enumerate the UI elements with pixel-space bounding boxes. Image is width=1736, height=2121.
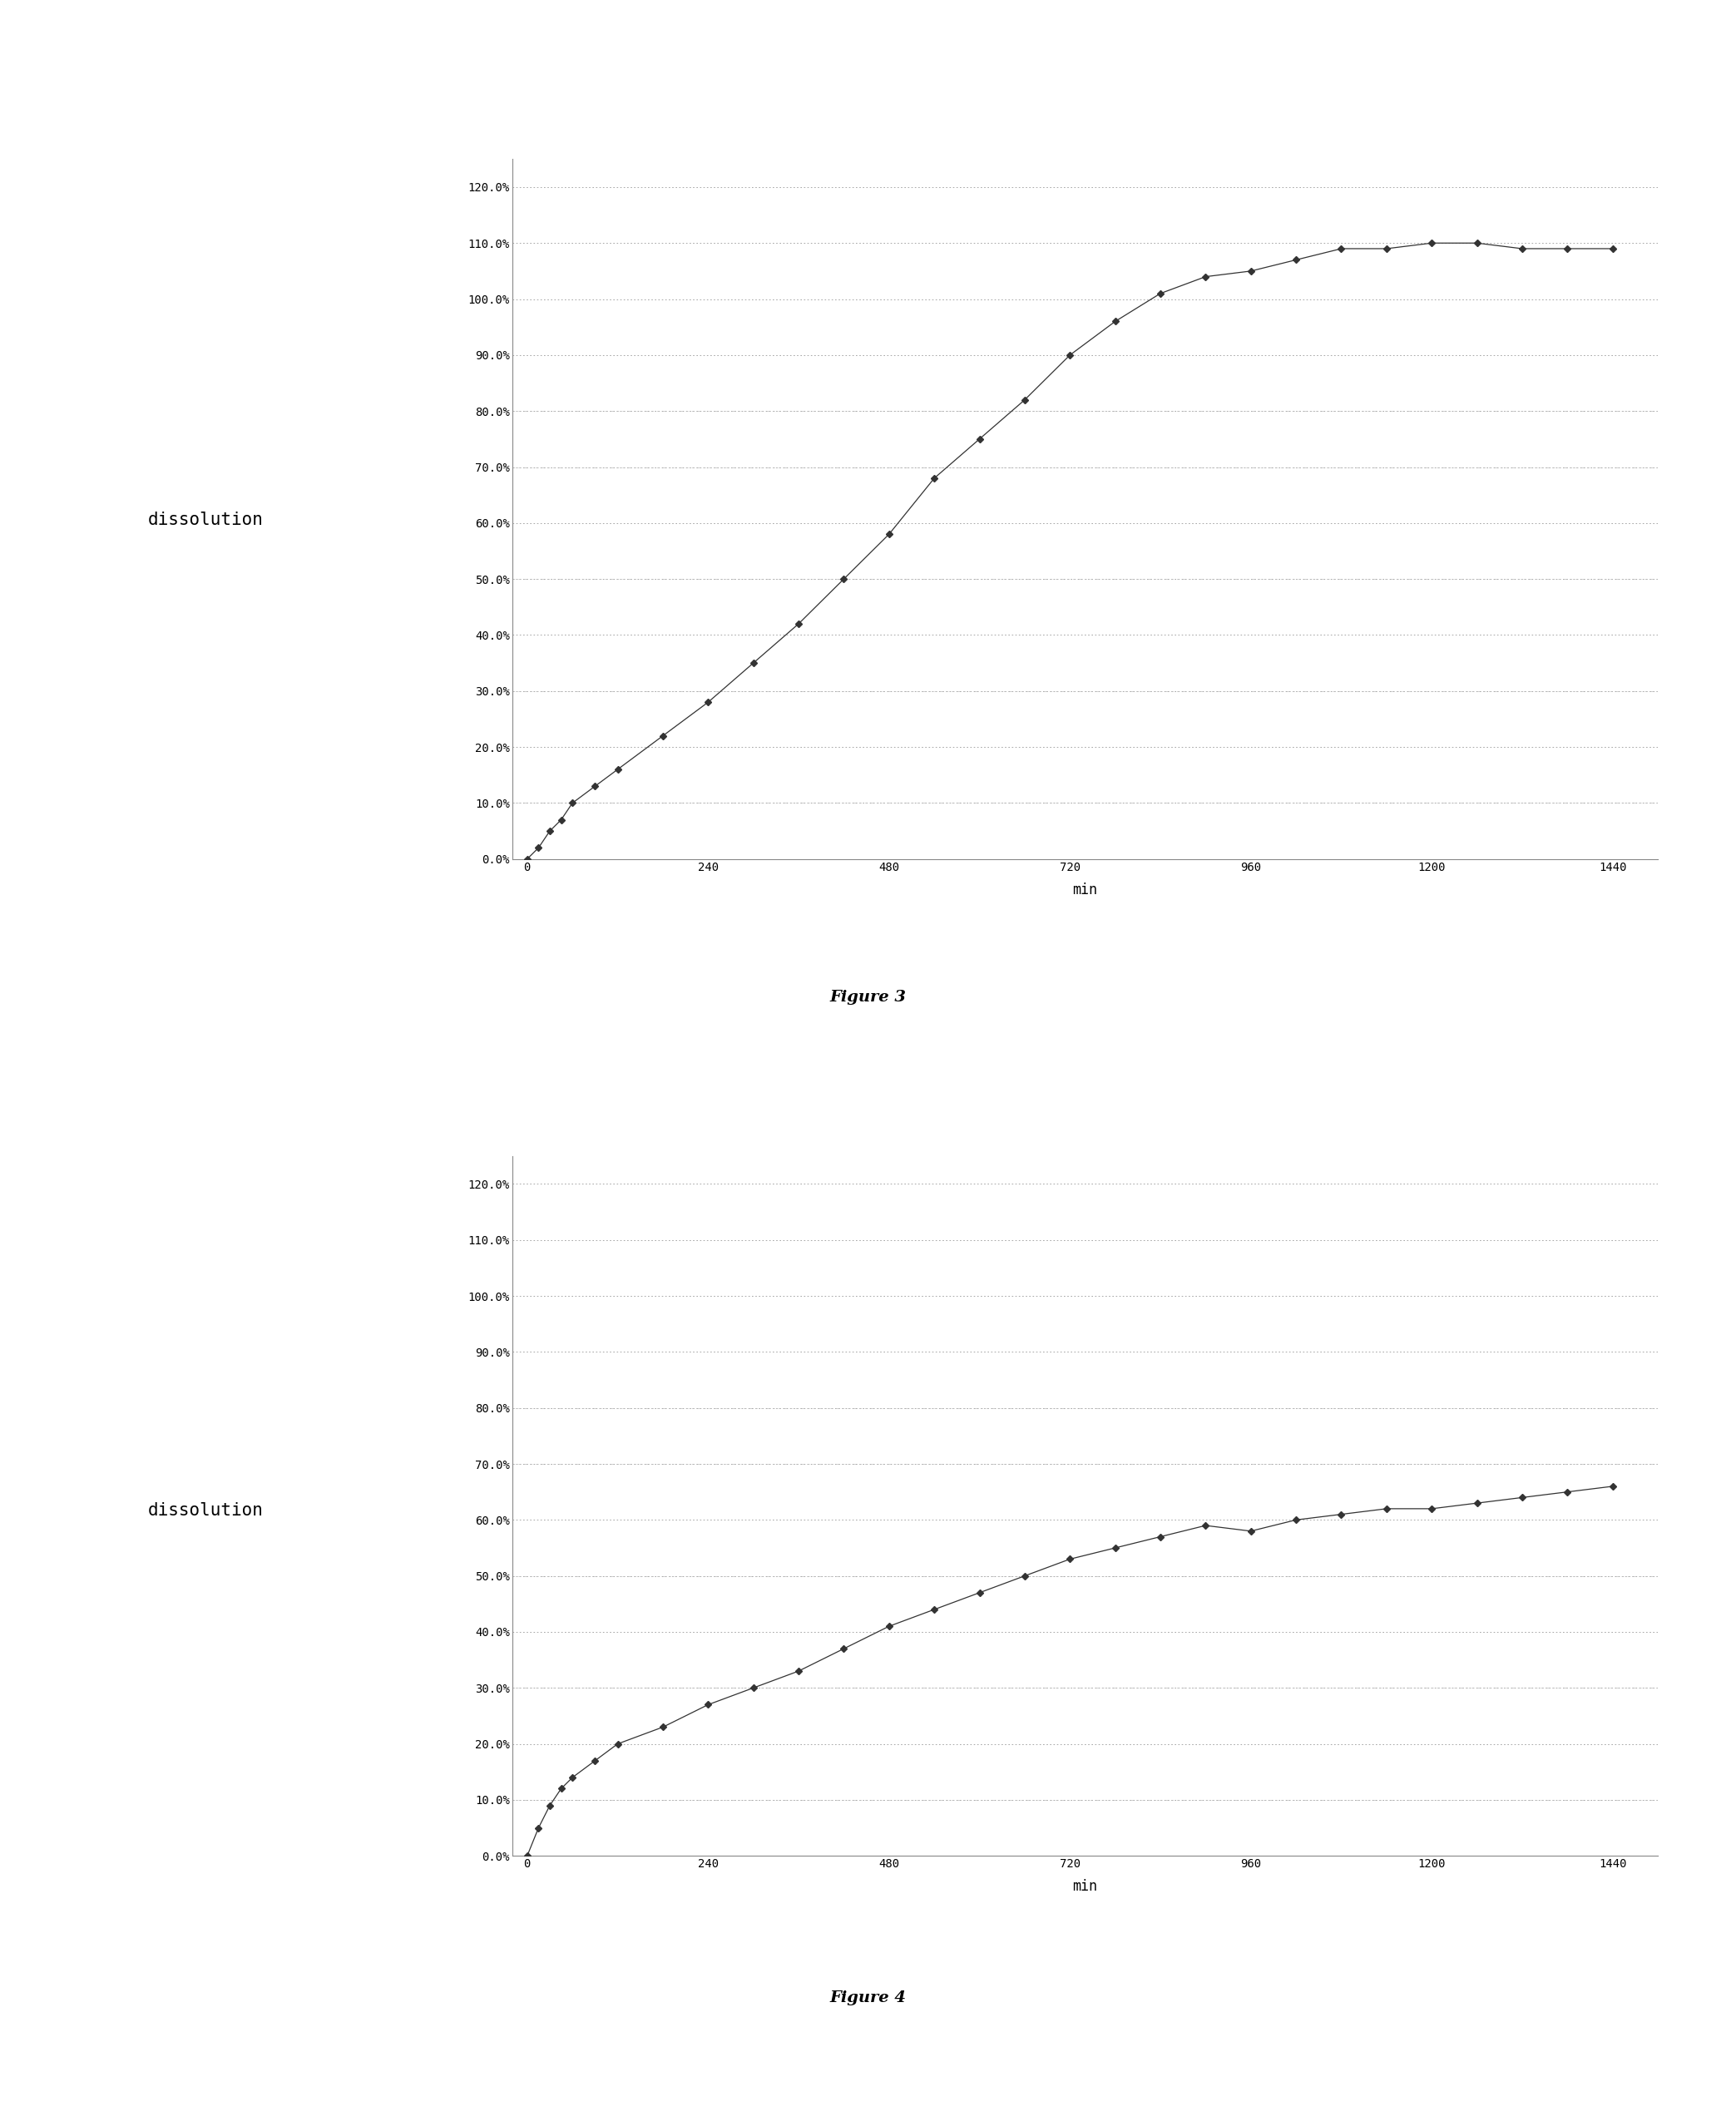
Text: dissolution: dissolution	[148, 1502, 264, 1519]
X-axis label: min: min	[1073, 1879, 1097, 1894]
X-axis label: min: min	[1073, 882, 1097, 897]
Text: Figure 3: Figure 3	[830, 988, 906, 1005]
Text: Figure 4: Figure 4	[830, 1989, 906, 2006]
Text: dissolution: dissolution	[148, 511, 264, 528]
